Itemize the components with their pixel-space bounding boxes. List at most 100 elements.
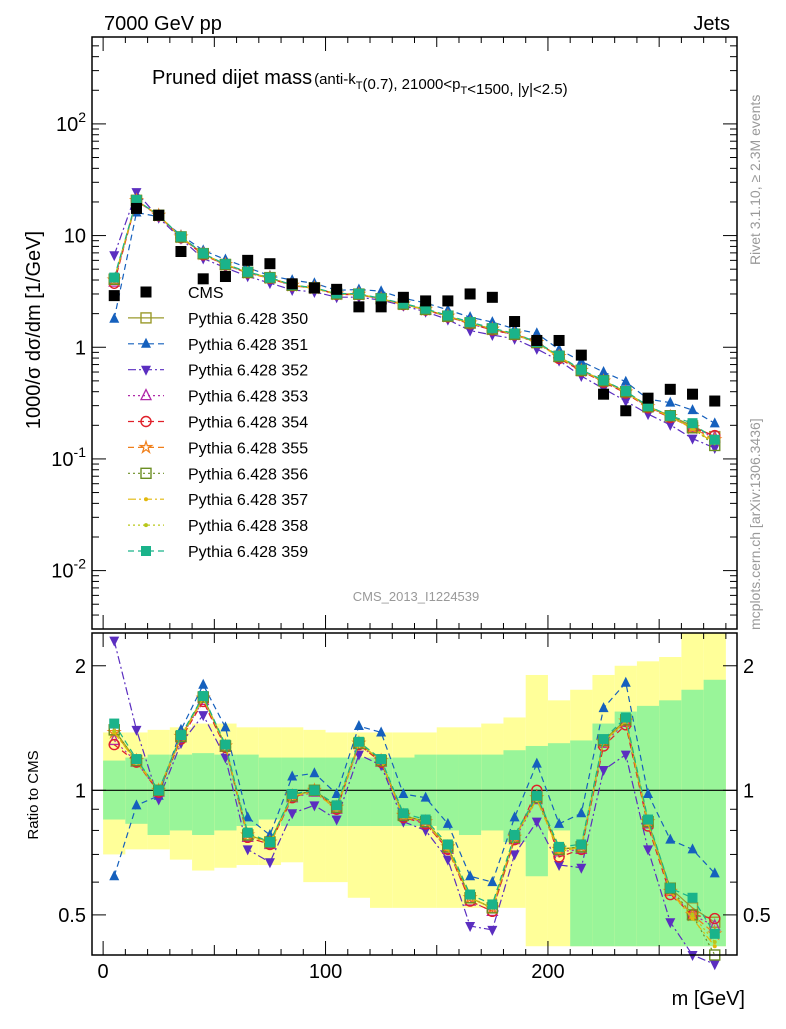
ratio-point (620, 676, 631, 687)
ratio-point (665, 918, 676, 929)
data-point (420, 303, 431, 314)
chart-title: Pruned dijet mass (anti-kT(0.7), 21000<pT… (152, 67, 568, 98)
band-inner (481, 754, 504, 831)
legend-marker (144, 497, 148, 502)
cms-point (598, 388, 610, 400)
top-axes: 10-2 10-1 1 10 102 (51, 36, 737, 630)
data-point (665, 420, 676, 431)
ratio-line (113, 696, 716, 947)
ratio-point (112, 729, 117, 734)
y-tick-label: 10 (64, 226, 86, 248)
data-point (109, 251, 120, 262)
ratio-point (420, 814, 431, 825)
mcplots-label: mcplots.cern.ch [arXiv:1306.3436] (747, 418, 763, 630)
ratio-point (109, 718, 120, 729)
legend: CMS Pythia 6.428 350 Pythia 6.428 351 Pythi… (128, 285, 308, 561)
data-point (220, 259, 231, 270)
top-panel: 10-2 10-1 1 10 102 Pruned dijet mass (anti-kT… (51, 36, 738, 630)
ratio-point (554, 817, 565, 828)
rivet-label: Rivet 3.1.10, ≥ 2.3M events (747, 95, 763, 265)
legend-label: Pythia 6.428 354 (188, 415, 308, 432)
ratio-point (487, 925, 498, 936)
ratio-point (198, 678, 209, 689)
ratio-point (576, 839, 587, 850)
ratio-359 (109, 691, 720, 939)
band-inner (169, 754, 193, 831)
ratio-point (598, 702, 609, 713)
data-point (665, 396, 676, 407)
series-line (113, 199, 716, 441)
band-inner (214, 754, 237, 831)
data-point (643, 401, 654, 412)
ratio-point (442, 855, 453, 866)
ratio-point (554, 861, 565, 872)
legend-label: Pythia 6.428 356 (188, 466, 308, 483)
ratio-point (465, 889, 476, 900)
ratio-point (620, 750, 631, 761)
ratio-point (690, 916, 695, 921)
series-line (113, 211, 716, 424)
cms-point (642, 392, 654, 404)
ratio-point (287, 809, 298, 820)
cms-point (553, 334, 565, 346)
legend-label: Pythia 6.428 359 (188, 544, 308, 561)
cms-point (175, 246, 187, 258)
legend-entry: Pythia 6.428 350 (128, 311, 308, 328)
series-cms (108, 202, 721, 417)
ratio-point (509, 811, 520, 822)
ratio-point (264, 858, 275, 869)
data-point (398, 298, 409, 309)
cms-point (197, 273, 209, 285)
band-inner (547, 743, 571, 831)
ratio-point (198, 691, 209, 702)
legend-label: Pythia 6.428 355 (188, 440, 308, 457)
cms-point (264, 258, 276, 270)
ratio-point (376, 726, 387, 737)
y-axis-label: 1000/σ dσ/dm [1/GeV] (23, 231, 45, 429)
band-inner (258, 757, 282, 820)
ratio-point (709, 867, 720, 878)
cms-point (531, 334, 543, 346)
ratio-point (487, 876, 498, 887)
cms-point (242, 254, 254, 266)
ratio-y-tick-label: 2 (75, 656, 86, 678)
ratio-point (153, 785, 164, 796)
ratio-point (131, 754, 142, 765)
cms-point (442, 295, 454, 307)
legend-label: Pythia 6.428 353 (188, 389, 308, 406)
ratio-point (353, 720, 364, 731)
cms-point (108, 290, 120, 302)
cms-point (420, 295, 432, 307)
ratio-point (109, 870, 120, 881)
ratio-point (131, 799, 142, 810)
ratio-point (153, 795, 164, 806)
ratio-point (264, 837, 275, 848)
data-point (598, 375, 609, 386)
ratio-point (687, 951, 698, 961)
band-inner (458, 754, 482, 835)
ratio-point (108, 732, 121, 746)
cms-point (620, 405, 632, 417)
ratio-point (709, 928, 720, 939)
cms-point (286, 278, 298, 290)
y-tick-label: 1 (75, 337, 86, 359)
bottom-axes: 0.5 0.5 1 1 2 2 0 100 200 (58, 633, 771, 983)
band-inner (703, 679, 726, 947)
ratio-point (643, 787, 654, 798)
data-point (131, 194, 142, 205)
ratio-point (331, 800, 342, 811)
ratio-point (398, 787, 409, 798)
data-point (620, 375, 631, 386)
y-tick-label: 10-1 (51, 444, 86, 471)
ratio-point (465, 870, 476, 881)
series-line (113, 199, 716, 443)
ratio-point (220, 721, 231, 732)
ratio-351 (109, 676, 720, 887)
data-point (353, 288, 364, 299)
legend-marker (140, 415, 152, 428)
ratio-point (576, 863, 587, 874)
cms-point (575, 349, 587, 361)
cms-point (464, 288, 476, 300)
ratio-point (712, 944, 717, 949)
